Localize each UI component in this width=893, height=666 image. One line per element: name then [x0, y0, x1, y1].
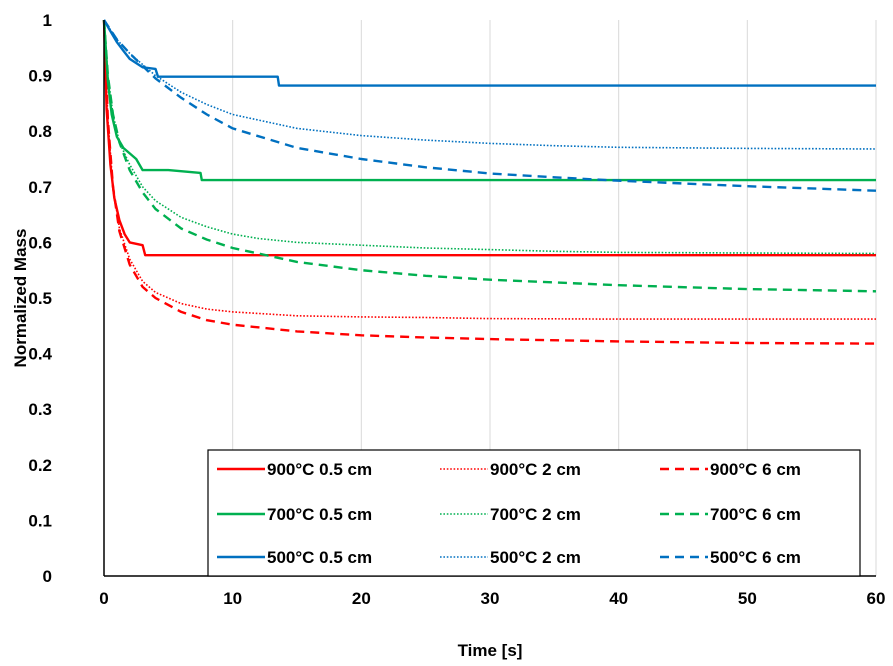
series-line-0	[102, 19, 876, 257]
x-axis-title: Time [s]	[458, 641, 523, 660]
series-line-3	[102, 19, 876, 182]
legend-entry-label: 500°C 2 cm	[490, 548, 581, 567]
y-tick-label: 0.7	[28, 178, 52, 197]
x-axis-ticks: 0 10 20 30 40 50 60	[99, 589, 885, 608]
series-line-2	[102, 19, 877, 345]
y-tick-label: 1	[43, 11, 52, 30]
legend-entry-label: 900°C 0.5 cm	[267, 460, 372, 479]
y-axis-title: Normalized Mass	[11, 229, 30, 368]
legend-entry-label: 700°C 2 cm	[490, 505, 581, 524]
gridlines	[232, 20, 877, 576]
x-tick-label: 30	[481, 589, 500, 608]
x-tick-label: 20	[352, 589, 371, 608]
legend-entry-label: 900°C 6 cm	[710, 460, 801, 479]
y-tick-label: 0.5	[28, 289, 52, 308]
y-tick-label: 0	[43, 567, 52, 586]
y-tick-label: 0.4	[28, 345, 52, 364]
legend: 900°C 0.5 cm 900°C 2 cm 900°C 6 cm 700°C 0.…	[207, 449, 861, 577]
legend-entry-label: 700°C 0.5 cm	[267, 505, 372, 524]
x-tick-label: 50	[738, 589, 757, 608]
y-tick-label: 0.1	[28, 511, 52, 530]
x-tick-label: 60	[867, 589, 886, 608]
y-tick-label: 0.8	[28, 122, 52, 141]
y-tick-label: 0.9	[28, 67, 52, 86]
series-line-7	[103, 19, 877, 150]
y-tick-label: 0.2	[28, 456, 52, 475]
y-axis-ticks: 0 0.1 0.2 0.3 0.4 0.5 0.6 0.7 0.8 0.9 1	[28, 11, 52, 586]
x-tick-label: 0	[99, 589, 108, 608]
legend-entry-label: 500°C 6 cm	[710, 548, 801, 567]
legend-entry-label: 500°C 0.5 cm	[267, 548, 372, 567]
x-tick-label: 40	[609, 589, 628, 608]
series-line-6	[102, 19, 876, 87]
series-line-5	[102, 19, 877, 293]
legend-entry-label: 700°C 6 cm	[710, 505, 801, 524]
y-tick-label: 0.6	[28, 233, 52, 252]
x-tick-label: 10	[223, 589, 242, 608]
y-tick-label: 0.3	[28, 400, 52, 419]
legend-box	[207, 449, 861, 577]
legend-entry-label: 900°C 2 cm	[490, 460, 581, 479]
series-layer	[102, 19, 877, 345]
